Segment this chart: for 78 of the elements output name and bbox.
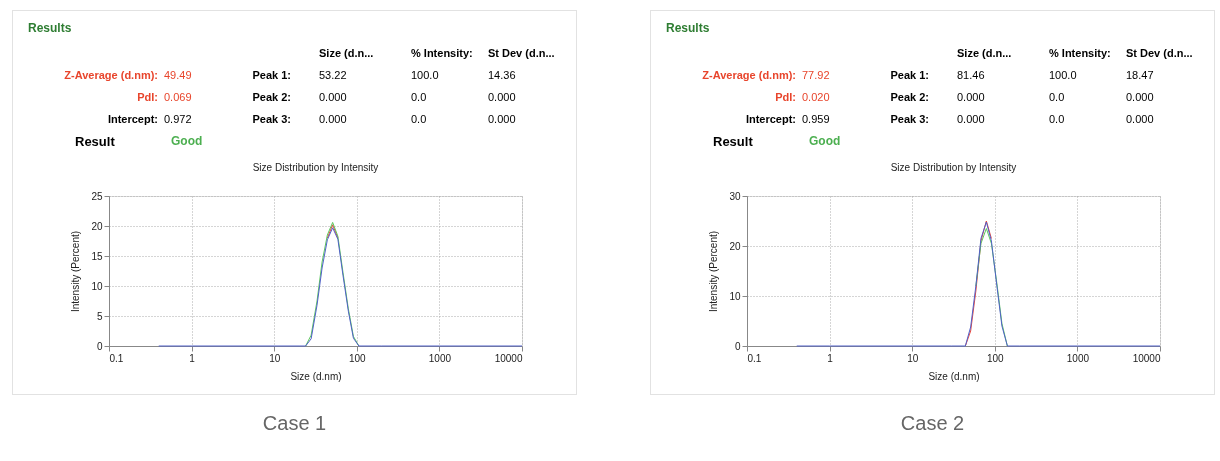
text: 0.000 — [1126, 113, 1155, 125]
text: % Intensity: — [1049, 47, 1112, 59]
x-tick-label: 0.1 — [109, 352, 124, 364]
text: Peak 2: — [889, 91, 929, 103]
text: 0.020 — [801, 91, 831, 103]
y-tick-label: 10 — [729, 290, 741, 302]
y-axis-title: Intensity (Percent) — [708, 230, 720, 313]
text: Peak 1: — [251, 69, 291, 81]
text: 0.0 — [1049, 113, 1066, 125]
x-tick-label: 10000 — [1132, 352, 1161, 364]
y-tick-label: 25 — [91, 190, 103, 202]
text: 0.0 — [411, 113, 428, 125]
x-tick-label: 100 — [986, 352, 1005, 364]
text: Size (d.n... — [956, 47, 1013, 59]
text: Good — [808, 134, 842, 148]
text: St Dev (d.n... — [488, 47, 556, 59]
y-tick-label: 20 — [91, 220, 103, 232]
y-tick-label: 0 — [734, 340, 741, 352]
text: 77.92 — [801, 69, 831, 81]
text: 100.0 — [1049, 69, 1078, 81]
text: Results — [28, 21, 72, 35]
text: 0.959 — [801, 113, 831, 125]
text: 49.49 — [163, 69, 193, 81]
text: 0.000 — [1126, 91, 1155, 103]
y-tick-label: 10 — [91, 280, 103, 292]
text: 0.069 — [163, 91, 193, 103]
text: Result — [712, 133, 754, 149]
text: Peak 3: — [889, 113, 929, 125]
text: Good — [170, 134, 204, 148]
text: 0.000 — [488, 113, 517, 125]
text: Intercept: — [106, 113, 158, 125]
text: Result — [74, 133, 116, 149]
text: 0.000 — [956, 91, 986, 103]
text: St Dev (d.n... — [1126, 47, 1194, 59]
chart-title: Size Distribution by Intensity — [252, 162, 379, 173]
text: Intercept: — [744, 113, 796, 125]
text: Size (d.n... — [318, 47, 375, 59]
text: 0.0 — [1049, 91, 1066, 103]
text: % Intensity: — [411, 47, 474, 59]
text: 100.0 — [411, 69, 440, 81]
x-tick-label: 1 — [189, 352, 196, 364]
x-tick-label: 1 — [827, 352, 834, 364]
text: Peak 1: — [889, 69, 929, 81]
x-tick-label: 10 — [269, 352, 281, 364]
x-tick-label: 0.1 — [747, 352, 762, 364]
text: Z-Average (d.nm): — [63, 69, 158, 81]
chart-title: Size Distribution by Intensity — [890, 162, 1017, 173]
x-tick-label: 10000 — [494, 352, 523, 364]
x-axis-title: Size (d.nm) — [290, 370, 342, 382]
text: Case 1 — [261, 412, 328, 435]
text: Results — [666, 21, 710, 35]
y-axis-title: Intensity (Percent) — [70, 230, 82, 313]
text: PdI: — [774, 91, 796, 103]
text: Peak 2: — [251, 91, 291, 103]
text: 0.000 — [318, 91, 348, 103]
x-axis-title: Size (d.nm) — [928, 370, 980, 382]
y-tick-label: 15 — [91, 250, 103, 262]
text: PdI: — [136, 91, 158, 103]
text: 53.22 — [318, 69, 348, 81]
text: 0.972 — [163, 113, 193, 125]
text: 0.000 — [318, 113, 348, 125]
text: 18.47 — [1126, 69, 1155, 81]
text: 0.000 — [956, 113, 986, 125]
text: Case 2 — [899, 412, 966, 435]
y-tick-label: 20 — [729, 240, 741, 252]
y-tick-label: 0 — [96, 340, 103, 352]
text: 0.000 — [488, 91, 517, 103]
text: 0.0 — [411, 91, 428, 103]
text: 14.36 — [488, 69, 517, 81]
x-tick-label: 10 — [907, 352, 919, 364]
x-tick-label: 1000 — [428, 352, 452, 364]
text: 81.46 — [956, 69, 986, 81]
y-tick-label: 30 — [729, 190, 741, 202]
x-tick-label: 100 — [348, 352, 367, 364]
y-tick-label: 5 — [96, 310, 103, 322]
x-tick-label: 1000 — [1066, 352, 1090, 364]
text: Peak 3: — [251, 113, 291, 125]
text: Z-Average (d.nm): — [701, 69, 796, 81]
